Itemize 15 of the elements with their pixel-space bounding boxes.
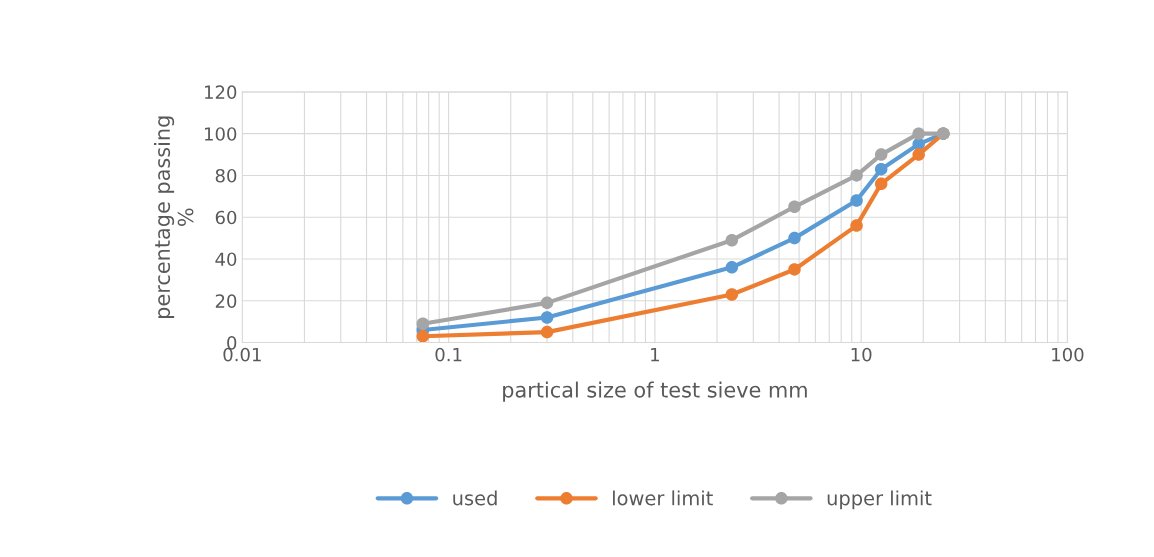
y-tick-label: 100 bbox=[205, 127, 237, 141]
y-tick-label: 80 bbox=[215, 168, 237, 183]
x-tick-label: 100 bbox=[1052, 347, 1084, 362]
x-axis-title: partical size of test sieve mm bbox=[503, 381, 807, 402]
y-axis-title: percentage passing % bbox=[153, 116, 194, 318]
x-tick-label: 10 bbox=[851, 347, 872, 362]
legend-label: lower limit bbox=[613, 490, 713, 506]
y-tick-label: 40 bbox=[215, 252, 237, 267]
legend-label: used bbox=[453, 490, 497, 506]
y-tick-label: 20 bbox=[215, 294, 237, 308]
legend-label: upper limit bbox=[827, 490, 932, 510]
y-tick-label: 60 bbox=[215, 210, 237, 225]
x-tick-label: 1 bbox=[651, 347, 659, 362]
y-tick-label: 120 bbox=[205, 85, 237, 100]
x-tick-label: 0.1 bbox=[435, 347, 462, 362]
